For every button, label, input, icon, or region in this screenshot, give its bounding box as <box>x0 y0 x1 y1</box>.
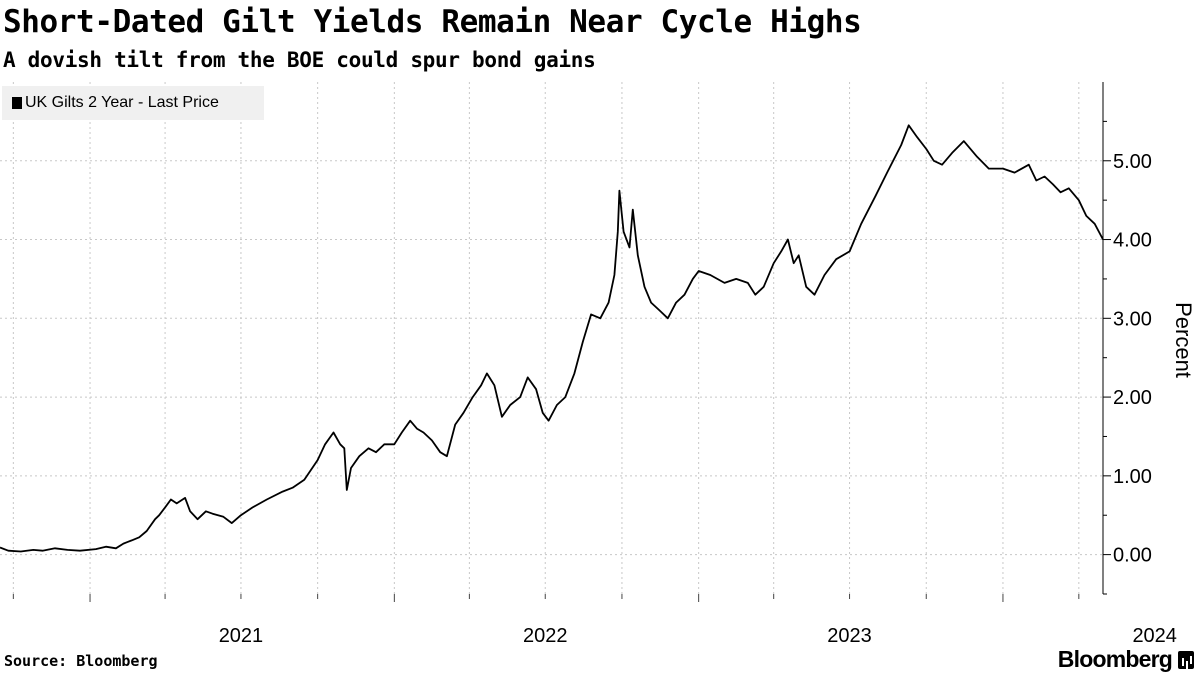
y-tick-label: 5.00 <box>1113 151 1152 173</box>
legend-label: UK Gilts 2 Year - Last Price <box>25 94 219 111</box>
y-tick-label: 3.00 <box>1113 308 1152 330</box>
gridlines <box>0 82 1103 594</box>
legend-swatch <box>12 97 22 109</box>
x-tick-label: 2024 <box>1132 625 1177 647</box>
y-tick-label: 4.00 <box>1113 230 1152 252</box>
brand-logo: Bloomberg <box>1058 646 1194 673</box>
x-tick-label: 2021 <box>219 625 264 647</box>
legend: UK Gilts 2 Year - Last Price <box>2 86 264 120</box>
x-tick-label: 2023 <box>827 625 872 647</box>
y-axis-title: Percent <box>1171 302 1196 378</box>
x-tick-label: 2022 <box>523 625 568 647</box>
x-axis: 2021 2022 2023 2024 <box>12 594 1177 647</box>
brand-name: Bloomberg <box>1057 646 1173 672</box>
chart-title: Short-Dated Gilt Yields Remain Near Cycl… <box>3 4 862 40</box>
y-axis: 0.00 1.00 2.00 3.00 4.00 5.00 <box>1102 82 1152 595</box>
source-note: Source: Bloomberg <box>4 652 158 670</box>
series-group <box>0 124 1104 553</box>
y-tick-label: 0.00 <box>1113 545 1152 567</box>
y-tick-label: 1.00 <box>1113 466 1152 488</box>
chart-subtitle: A dovish tilt from the BOE could spur bo… <box>3 48 596 72</box>
y-tick-label: 2.00 <box>1113 387 1152 409</box>
bloomberg-terminal-icon <box>1178 650 1194 669</box>
series-line <box>0 124 1104 553</box>
